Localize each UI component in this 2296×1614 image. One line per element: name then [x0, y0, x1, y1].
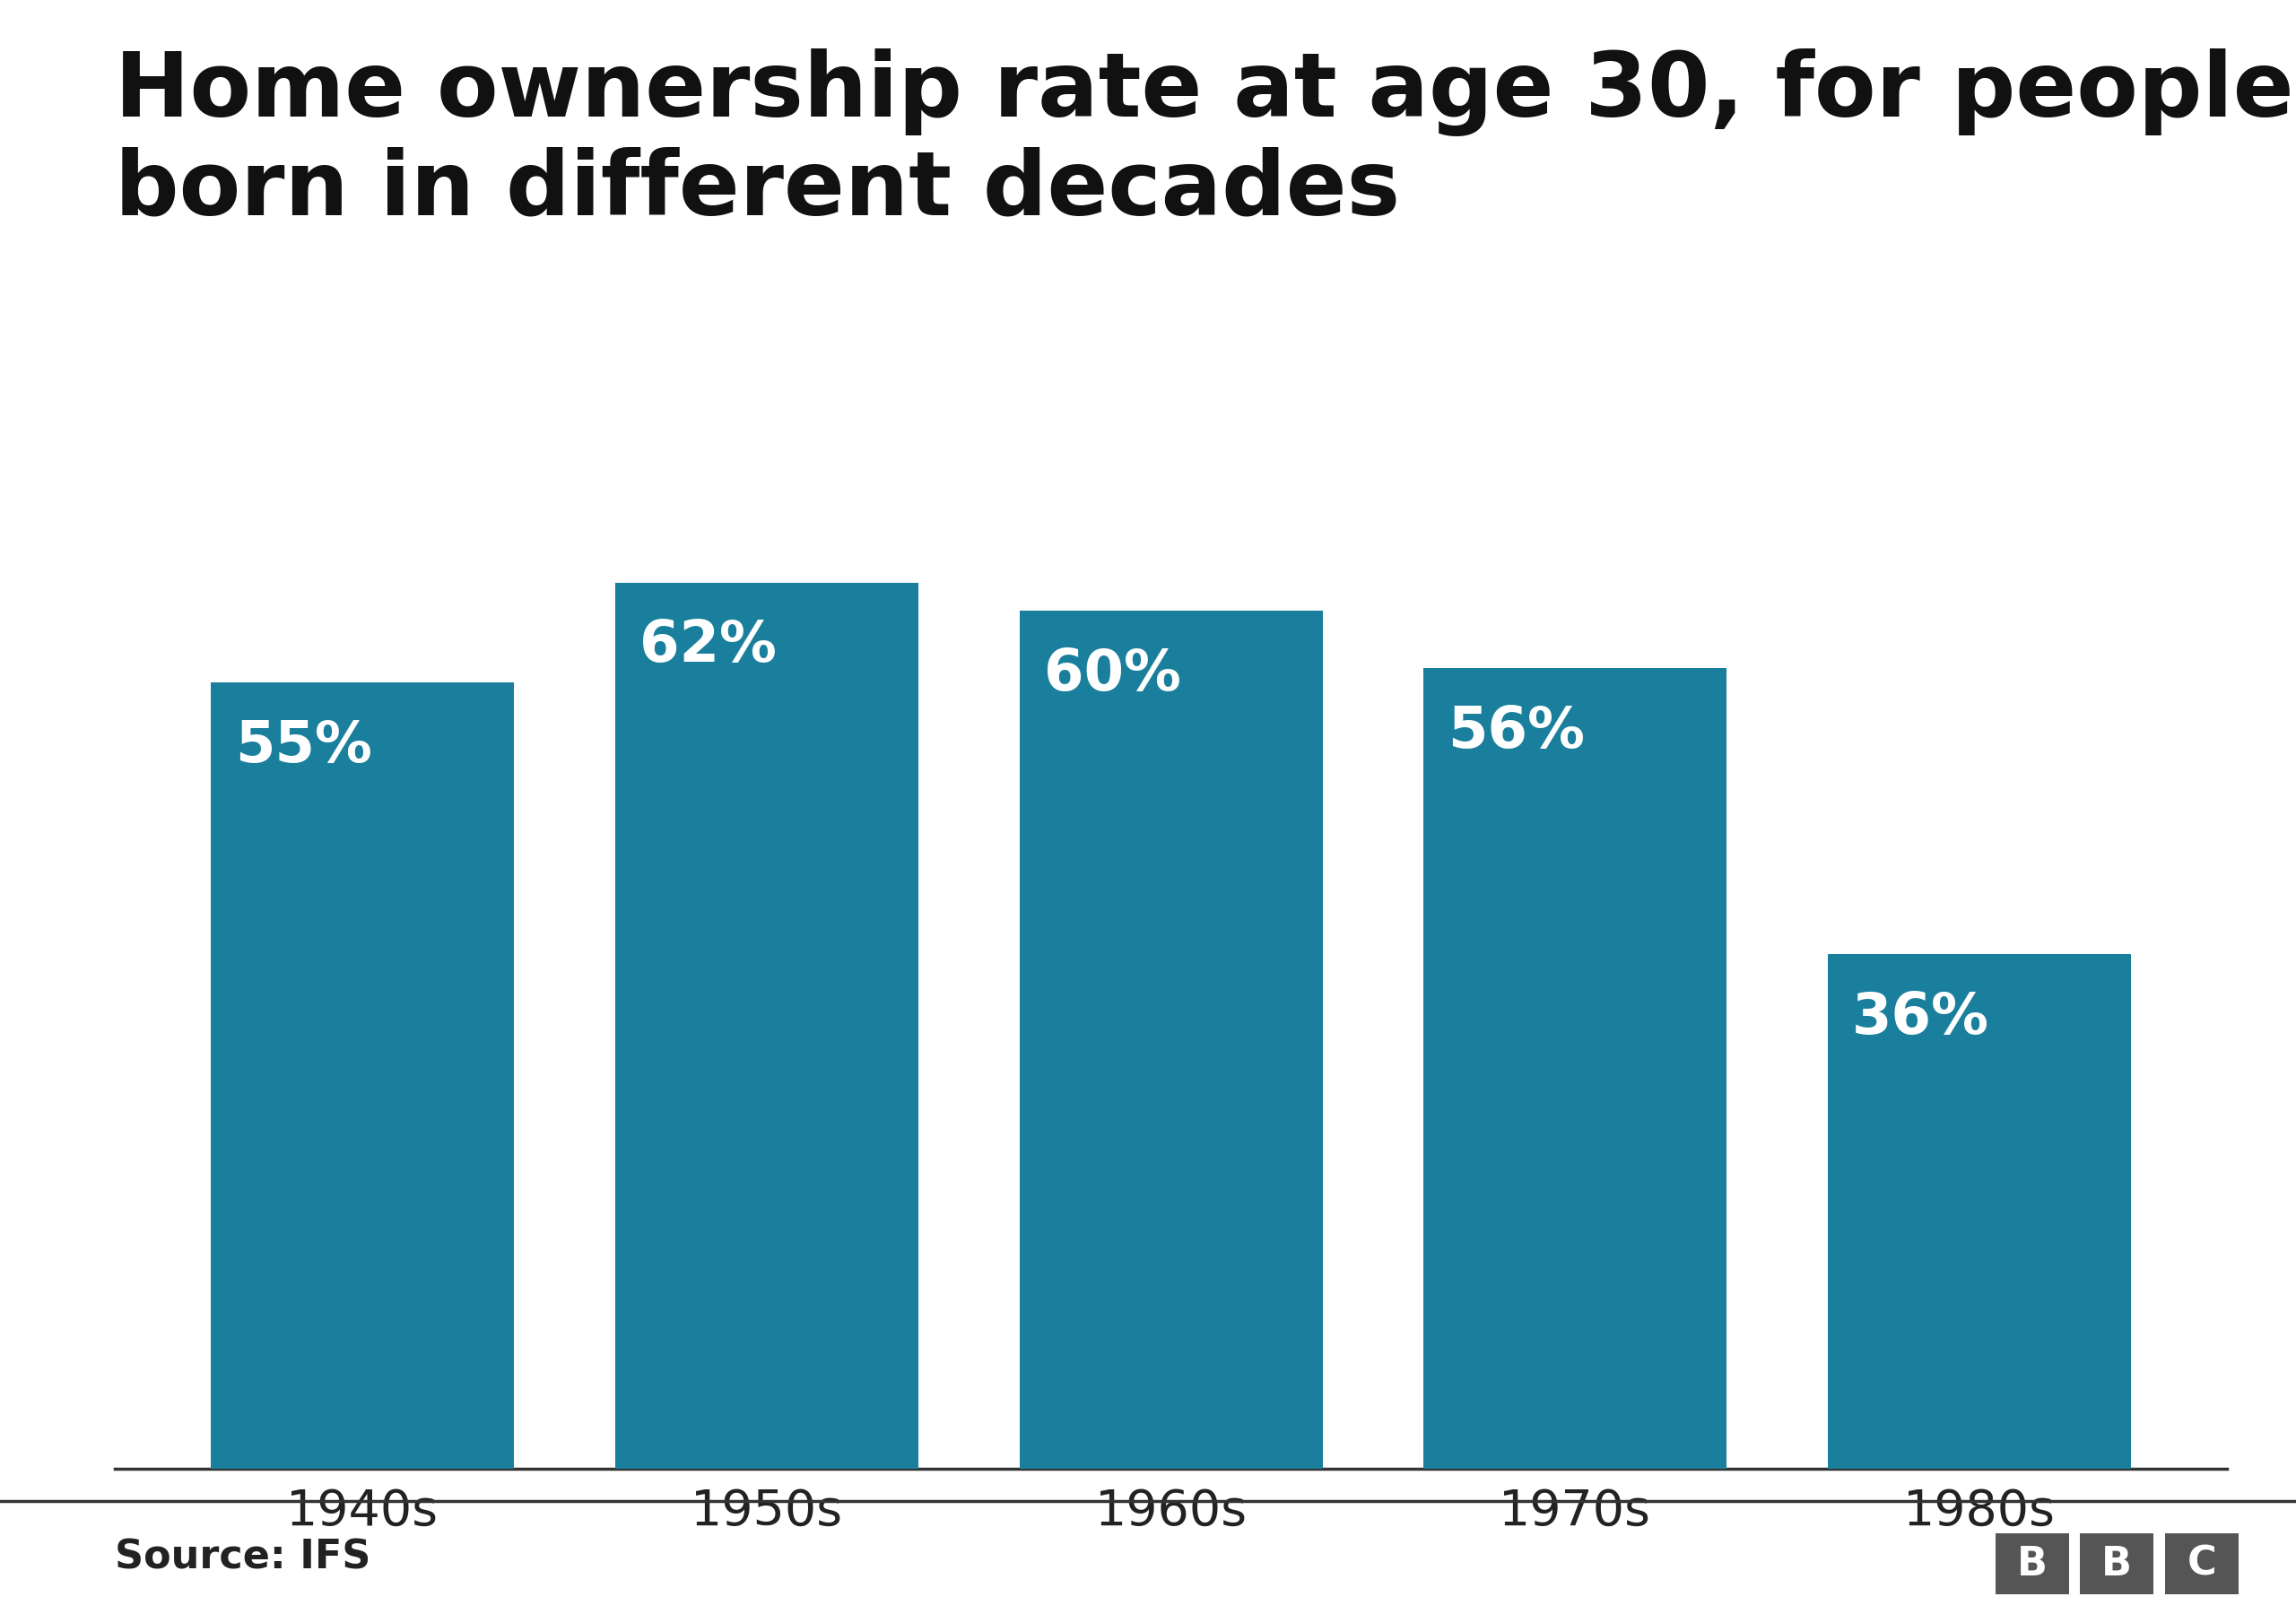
Bar — [615, 583, 918, 1469]
Text: 56%: 56% — [1449, 704, 1584, 760]
Bar — [1424, 668, 1727, 1469]
Text: B: B — [2016, 1545, 2048, 1583]
Text: 36%: 36% — [1853, 989, 1988, 1046]
Bar — [1828, 954, 2131, 1469]
Text: 60%: 60% — [1045, 647, 1180, 702]
Text: 62%: 62% — [638, 618, 776, 673]
Text: Source: IFS: Source: IFS — [115, 1538, 370, 1577]
Bar — [211, 683, 514, 1469]
Text: B: B — [2101, 1545, 2133, 1583]
Text: Home ownership rate at age 30, for people
born in different decades: Home ownership rate at age 30, for peopl… — [115, 48, 2294, 234]
Text: C: C — [2188, 1545, 2216, 1583]
Bar — [1019, 612, 1322, 1469]
Text: 55%: 55% — [234, 718, 372, 773]
